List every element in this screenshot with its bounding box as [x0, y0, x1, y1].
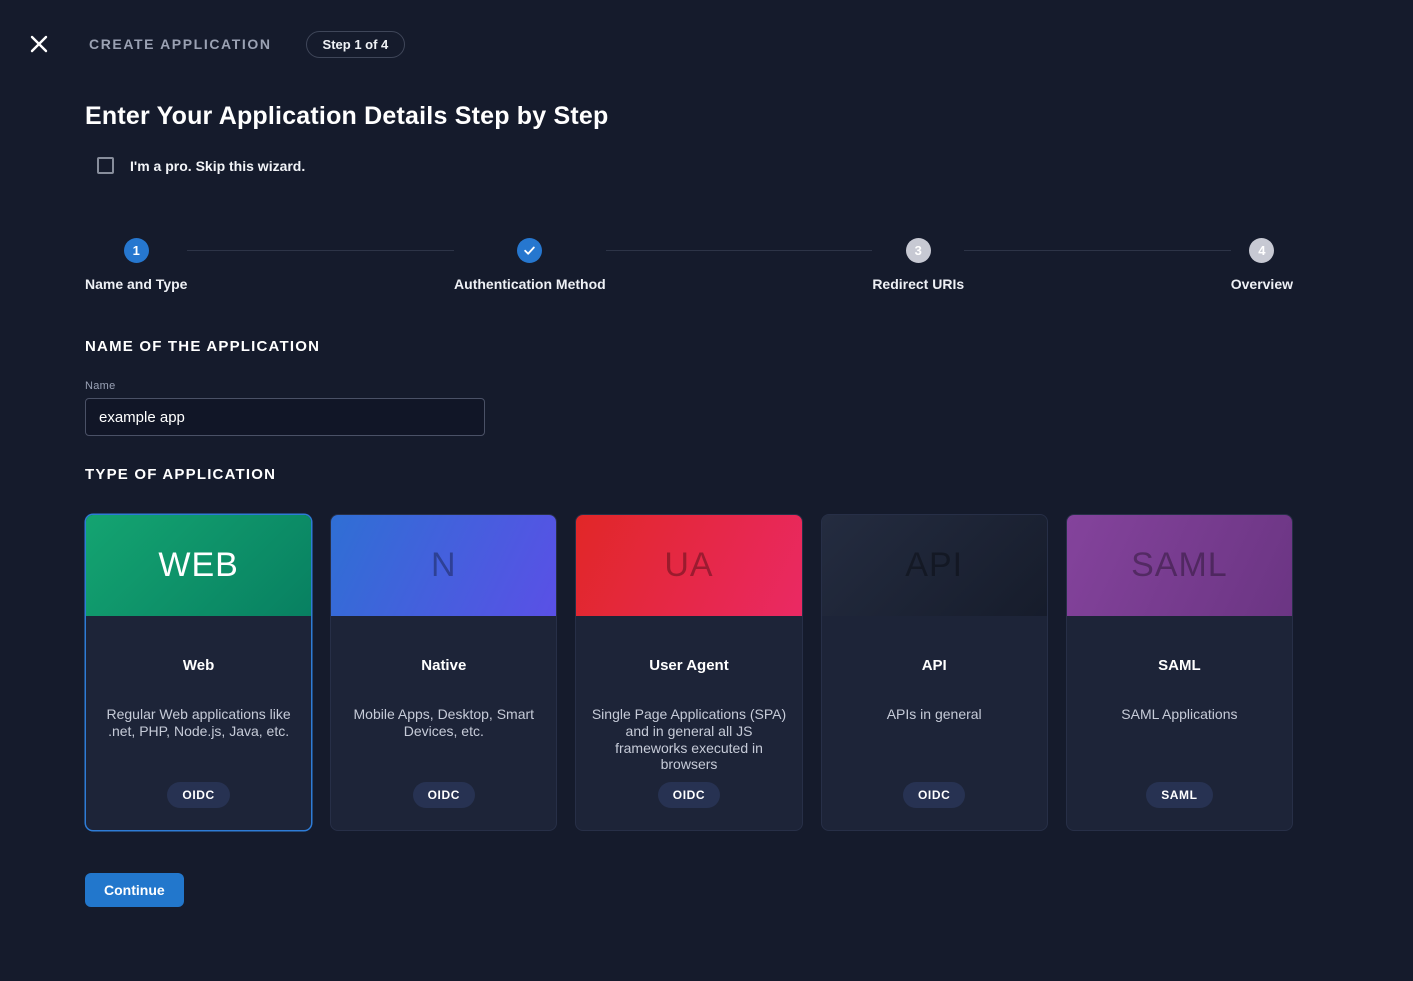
app-type-card-native[interactable]: N Native Mobile Apps, Desktop, Smart Devic…: [330, 514, 558, 831]
protocol-badge: OIDC: [412, 782, 475, 808]
step-label: Redirect URIs: [872, 276, 965, 292]
type-section: TYPE OF APPLICATION WEB Web Regular Web ap…: [85, 466, 1293, 831]
step-badge: Step 1 of 4: [305, 30, 406, 58]
app-name-input[interactable]: [85, 398, 485, 436]
stepper-step-overview[interactable]: 4 Overview: [1231, 238, 1293, 292]
wizard-topbar: CREATE APPLICATION Step 1 of 4: [28, 30, 1385, 58]
app-type-card-user-agent[interactable]: UA User Agent Single Page Applications (SP…: [575, 514, 803, 831]
card-header: N: [331, 515, 557, 616]
card-title: Native: [421, 657, 467, 674]
card-description: APIs in general: [886, 706, 982, 722]
card-body: Web Regular Web applications like .net, P…: [86, 616, 311, 830]
protocol-badge: OIDC: [902, 782, 966, 808]
card-description: Mobile Apps, Desktop, Smart Devices, etc…: [353, 706, 535, 739]
type-section-heading: TYPE OF APPLICATION: [85, 466, 277, 483]
protocol-badge: OIDC: [167, 782, 230, 808]
skip-wizard-row[interactable]: I'm a pro. Skip this wizard.: [85, 157, 1293, 174]
protocol-badge: SAML: [1146, 782, 1213, 808]
step-label: Overview: [1230, 276, 1293, 292]
step-label: Authentication Method: [454, 276, 606, 292]
stepper-step-redirect-uris[interactable]: 3 Redirect URIs: [872, 238, 964, 292]
card-title: SAML: [1158, 657, 1201, 674]
card-abbreviation: API: [905, 546, 964, 584]
card-description: SAML Applications: [1121, 706, 1238, 722]
step-number[interactable]: 3: [905, 238, 931, 263]
protocol-badge: OIDC: [657, 782, 721, 808]
app-type-cards: WEB Web Regular Web applications like .net…: [85, 514, 1293, 831]
card-body: User Agent Single Page Applications (SPA)…: [576, 616, 801, 830]
skip-wizard-label: I'm a pro. Skip this wizard.: [130, 157, 306, 174]
step-number[interactable]: 1: [123, 238, 149, 263]
name-field-label: Name: [85, 380, 116, 392]
stepper-connector: [605, 250, 873, 251]
card-title: Web: [182, 657, 215, 674]
name-section: NAME OF THE APPLICATION Name: [85, 338, 1293, 436]
stepper-step-name-and-type[interactable]: 1 Name and Type: [85, 238, 187, 292]
card-title: API: [921, 657, 947, 674]
card-header: SAML: [1066, 515, 1292, 616]
app-type-card-saml[interactable]: SAML SAML SAML Applications SAML: [1065, 514, 1293, 831]
page-title: Enter Your Application Details Step by S…: [85, 102, 609, 130]
card-body: Native Mobile Apps, Desktop, Smart Device…: [331, 616, 556, 830]
check-icon[interactable]: [517, 238, 543, 263]
card-body: API APIs in general OIDC: [822, 616, 1047, 830]
skip-wizard-checkbox[interactable]: [97, 157, 114, 174]
card-abbreviation: SAML: [1131, 546, 1228, 584]
card-abbreviation: N: [431, 546, 457, 584]
card-header: UA: [576, 515, 802, 616]
card-header: WEB: [86, 515, 312, 616]
wizard-title: CREATE APPLICATION: [89, 36, 272, 52]
app-type-card-api[interactable]: API API APIs in general OIDC: [820, 514, 1048, 831]
name-section-heading: NAME OF THE APPLICATION: [85, 338, 321, 355]
step-number[interactable]: 4: [1249, 238, 1275, 263]
card-body: SAML SAML Applications SAML: [1067, 616, 1292, 830]
card-title: User Agent: [649, 657, 729, 674]
card-abbreviation: WEB: [158, 546, 239, 584]
card-header: API: [821, 515, 1047, 616]
continue-button[interactable]: Continue: [85, 873, 184, 907]
card-description: Single Page Applications (SPA) and in ge…: [591, 706, 787, 773]
card-abbreviation: UA: [664, 546, 714, 584]
stepper-connector: [187, 250, 455, 251]
step-label: Name and Type: [85, 276, 188, 292]
stepper-step-authentication-method[interactable]: Authentication Method: [454, 238, 606, 292]
stepper-connector: [964, 250, 1231, 251]
app-type-card-web[interactable]: WEB Web Regular Web applications like .net…: [85, 514, 313, 831]
close-icon[interactable]: [28, 33, 50, 55]
wizard-stepper: 1 Name and Type Authentication Method 3 Redi…: [85, 238, 1293, 292]
card-description: Regular Web applications like .net, PHP,…: [106, 706, 291, 739]
